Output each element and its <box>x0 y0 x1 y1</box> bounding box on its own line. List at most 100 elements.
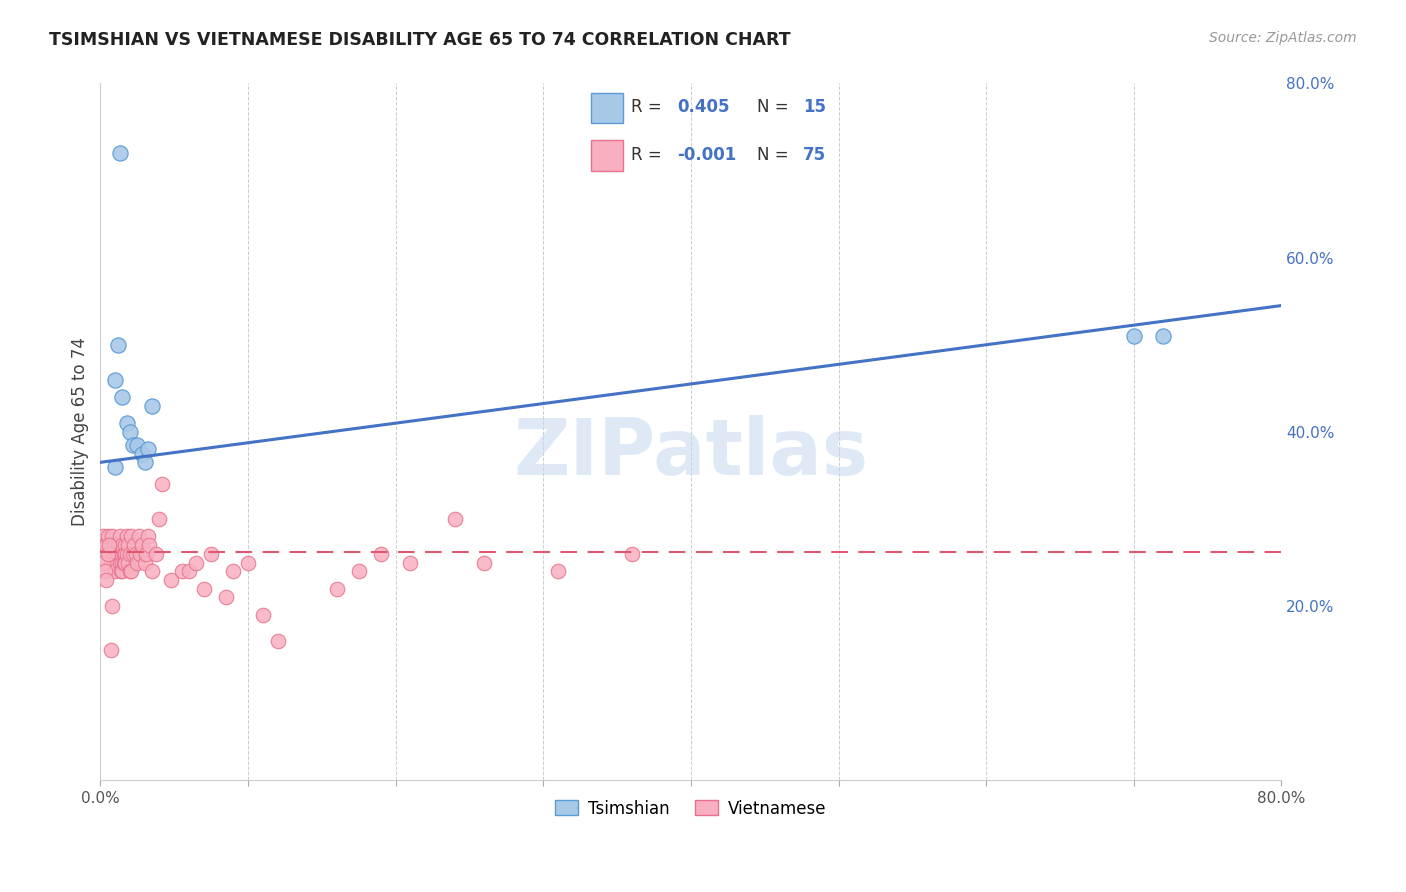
FancyBboxPatch shape <box>592 93 623 123</box>
Point <box>104 459 127 474</box>
Point <box>125 547 148 561</box>
Point <box>252 607 274 622</box>
Point <box>112 547 135 561</box>
Point <box>121 547 143 561</box>
Point <box>347 564 370 578</box>
Point <box>129 547 152 561</box>
Point <box>112 556 135 570</box>
Point <box>121 438 143 452</box>
Point <box>124 538 146 552</box>
Text: TSIMSHIAN VS VIETNAMESE DISABILITY AGE 65 TO 74 CORRELATION CHART: TSIMSHIAN VS VIETNAMESE DISABILITY AGE 6… <box>49 31 790 49</box>
Point <box>443 512 465 526</box>
Point <box>141 399 163 413</box>
Y-axis label: Disability Age 65 to 74: Disability Age 65 to 74 <box>72 337 89 526</box>
Text: 75: 75 <box>803 146 827 164</box>
Point <box>148 512 170 526</box>
Point <box>104 373 127 387</box>
Point <box>114 538 136 552</box>
Point <box>120 529 142 543</box>
Point <box>127 556 149 570</box>
Point <box>105 547 128 561</box>
Point <box>370 547 392 561</box>
Point <box>107 338 129 352</box>
Point <box>138 538 160 552</box>
Point <box>108 146 131 161</box>
Point <box>111 556 134 570</box>
Point <box>103 547 125 561</box>
Text: R =: R = <box>631 146 666 164</box>
Point <box>111 538 134 552</box>
Text: 0.405: 0.405 <box>676 98 730 117</box>
Point <box>97 547 120 561</box>
Point <box>107 538 129 552</box>
Point <box>101 529 124 543</box>
Point <box>399 556 422 570</box>
Point <box>114 547 136 561</box>
Point <box>620 547 643 561</box>
Point <box>104 564 127 578</box>
Point <box>128 529 150 543</box>
Point <box>193 582 215 596</box>
Text: 15: 15 <box>803 98 827 117</box>
Point <box>131 538 153 552</box>
Point <box>222 564 245 578</box>
Point <box>200 547 222 561</box>
Point <box>127 438 149 452</box>
Point <box>104 556 127 570</box>
Point <box>117 538 139 552</box>
Point <box>115 547 138 561</box>
Legend: Tsimshian, Vietnamese: Tsimshian, Vietnamese <box>548 793 834 824</box>
Point <box>134 455 156 469</box>
Point <box>107 547 129 561</box>
Point <box>101 599 124 613</box>
Point <box>135 547 157 561</box>
Point <box>104 538 127 552</box>
Point <box>145 547 167 561</box>
Point <box>111 564 134 578</box>
Point <box>110 547 132 561</box>
Point <box>100 556 122 570</box>
Text: -0.001: -0.001 <box>676 146 737 164</box>
Point <box>115 416 138 430</box>
Point <box>160 573 183 587</box>
Point <box>98 538 121 552</box>
Point <box>100 642 122 657</box>
Point <box>1152 329 1174 343</box>
Point <box>110 564 132 578</box>
Point <box>117 556 139 570</box>
FancyBboxPatch shape <box>592 140 623 170</box>
Point <box>1122 329 1144 343</box>
Text: R =: R = <box>631 98 666 117</box>
Point <box>325 582 347 596</box>
Point <box>94 538 117 552</box>
Point <box>91 556 114 570</box>
Point <box>136 529 159 543</box>
Point <box>118 425 141 439</box>
Point <box>108 529 131 543</box>
Text: N =: N = <box>758 98 794 117</box>
Point <box>134 556 156 570</box>
Point <box>91 529 114 543</box>
Text: Source: ZipAtlas.com: Source: ZipAtlas.com <box>1209 31 1357 45</box>
Point <box>215 591 238 605</box>
Point <box>114 556 136 570</box>
Point <box>136 442 159 457</box>
Point <box>96 573 118 587</box>
Point <box>96 538 118 552</box>
Point <box>266 634 288 648</box>
Point <box>118 564 141 578</box>
Point <box>118 547 141 561</box>
Point <box>236 556 259 570</box>
Point <box>186 556 208 570</box>
Text: ZIPatlas: ZIPatlas <box>513 415 869 491</box>
Text: N =: N = <box>758 146 794 164</box>
Point <box>472 556 495 570</box>
Point <box>98 547 121 561</box>
Point <box>120 564 142 578</box>
Point <box>150 477 173 491</box>
Point <box>547 564 569 578</box>
Point <box>111 390 134 404</box>
Point <box>131 447 153 461</box>
Point <box>94 564 117 578</box>
Point <box>115 529 138 543</box>
